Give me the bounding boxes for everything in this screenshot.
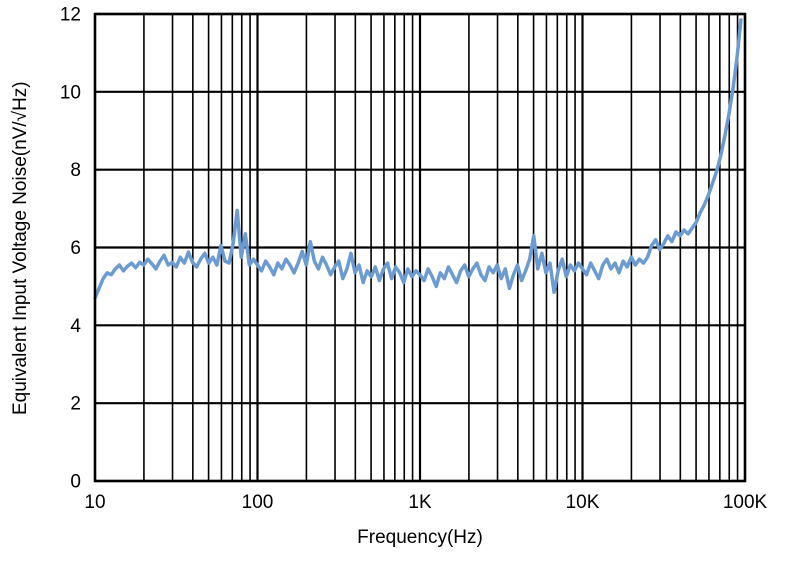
x-tick-label: 10K [566, 492, 600, 513]
y-tick-label: 0 [70, 472, 81, 493]
y-axis-title: Equivalent Input Voltage Noise(nV/√Hz) [10, 81, 31, 415]
y-tick-label: 6 [70, 238, 81, 259]
x-tick-label: 100K [723, 492, 768, 513]
x-tick-label: 10 [84, 492, 105, 513]
y-tick-label: 2 [70, 394, 81, 415]
y-tick-label: 10 [60, 82, 81, 103]
plot-border [93, 12, 747, 483]
x-tick-label: 100 [242, 492, 274, 513]
x-axis-title: Frequency(Hz) [357, 527, 483, 548]
noise-curve [93, 18, 743, 300]
x-tick-label: 1K [408, 492, 432, 513]
y-tick-label: 12 [60, 5, 81, 26]
y-tick-label: 4 [70, 316, 81, 337]
y-tick-labels: 0 2 4 6 8 10 12 [60, 5, 82, 493]
y-tick-label: 8 [70, 160, 81, 181]
x-tick-labels: 10 100 1K 10K 100K [84, 492, 767, 513]
